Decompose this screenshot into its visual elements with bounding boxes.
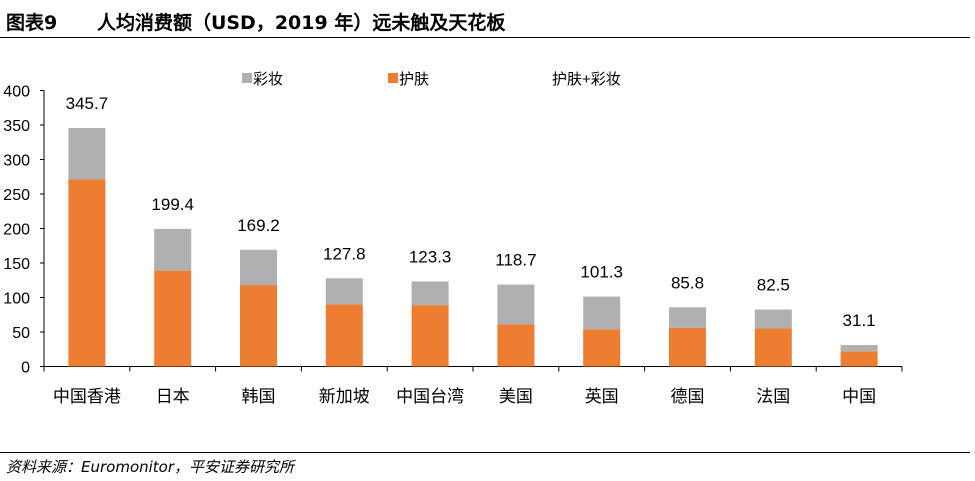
y-tick-label: 300 [3,153,30,170]
bar-makeup [840,345,878,352]
y-tick-label: 350 [3,118,30,135]
x-tick-label: 德国 [671,387,705,406]
x-tick-label: 新加坡 [319,387,370,406]
bar-makeup [68,127,106,180]
bar-skincare [669,327,706,367]
total-data-label: 101.3 [580,263,623,282]
bar-skincare [154,270,192,367]
figure-title: 人均消费额（USD，2019 年）远未触及天花板 [96,12,506,34]
bar-makeup [669,307,706,328]
legend-label: 彩妆 [253,71,283,88]
y-tick-label: 400 [3,84,30,101]
bottom-rule [0,452,970,453]
bar-skincare [840,351,878,367]
top-rule [0,37,970,38]
y-tick-label: 200 [3,222,30,239]
legend-marker [242,73,252,83]
total-data-label: 345.7 [66,94,109,113]
total-data-label: 127.8 [323,244,366,263]
total-data-label: 82.5 [757,276,790,295]
x-tick-label: 美国 [499,387,533,406]
x-tick-label: 中国香港 [53,387,121,406]
total-data-label: 123.3 [409,247,452,266]
x-tick-label: 英国 [585,387,619,406]
total-data-label: 85.8 [671,273,704,292]
source-note: 资料来源：Euromonitor，平安证券研究所 [6,458,295,476]
x-tick-label: 中国 [842,387,876,406]
figure-number: 图表9 [6,12,58,34]
bar-skincare [411,305,449,367]
bar-makeup [325,278,363,305]
bar-makeup [411,281,449,306]
y-tick-label: 150 [3,256,30,273]
y-tick-label: 50 [12,325,30,342]
total-data-label: 199.4 [151,195,194,214]
total-data-label: 118.7 [495,251,536,270]
bar-makeup [154,228,192,271]
bar-skincare [754,328,792,367]
legend-marker [388,73,398,83]
bar-skincare [68,179,106,367]
x-tick-label: 法国 [756,387,790,406]
bar-makeup [583,296,621,330]
bar-makeup [497,284,535,325]
legend-label: 护肤 [399,71,429,88]
y-tick-label: 250 [3,187,30,204]
bar-skincare [497,324,535,367]
x-tick-label: 中国台湾 [396,387,464,406]
chart-title: 图表9 人均消费额（USD，2019 年）远未触及天花板 [6,8,505,35]
bar-skincare [240,285,277,367]
legend-label: 护肤+彩妆 [552,71,621,88]
total-data-label: 31.1 [843,311,876,330]
bar-makeup [754,309,792,329]
bar-skincare [583,329,621,367]
x-tick-label: 日本 [156,387,190,406]
bar-makeup [240,249,277,286]
total-data-label: 169.2 [237,216,280,235]
bar-skincare [325,304,363,367]
y-tick-label: 0 [21,360,30,377]
x-tick-label: 韩国 [242,387,276,406]
y-tick-label: 100 [3,291,30,308]
